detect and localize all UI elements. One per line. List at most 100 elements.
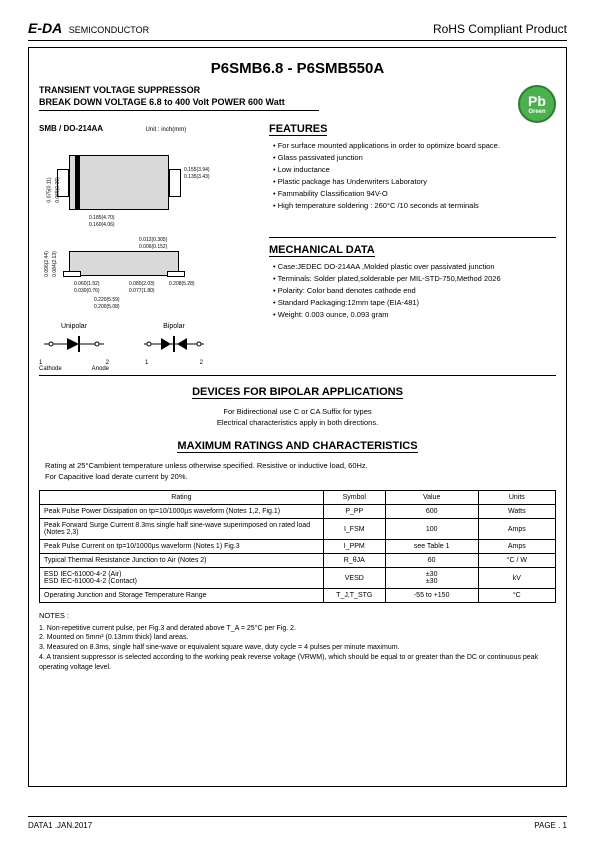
cell: Amps bbox=[478, 540, 555, 554]
content-box: P6SMB6.8 - P6SMB550A TRANSIENT VOLTAGE S… bbox=[28, 47, 567, 787]
unit-label: Unit : inch(mm) bbox=[146, 127, 187, 133]
cell: VESD bbox=[323, 568, 385, 589]
subtitle2-row: BREAK DOWN VOLTAGE 6.8 to 400 Volt POWER… bbox=[39, 97, 319, 107]
max-section: MAXIMUM RATINGS AND CHARACTERISTICS bbox=[39, 440, 556, 457]
feature-item: For surface mounted applications in orde… bbox=[273, 140, 556, 152]
feature-item: Low inductance bbox=[273, 164, 556, 176]
cell: 60 bbox=[385, 554, 478, 568]
cell: I_PPM bbox=[323, 540, 385, 554]
table-row: Peak Pulse Power Dissipation on tp=10/10… bbox=[40, 505, 556, 519]
pin1b: 1 bbox=[145, 360, 148, 366]
dim-k: 0.060(1.52) bbox=[74, 281, 100, 287]
mech-list: Case:JEDEC DO-214AA ,Molded plastic over… bbox=[269, 261, 556, 321]
dim-b: 0.160(4.06) bbox=[89, 222, 115, 228]
pb-badge: Pb Green bbox=[518, 85, 556, 123]
cell: Amps bbox=[478, 519, 555, 540]
pin2b: 2 bbox=[200, 360, 203, 366]
mech-item: Weight: 0.003 ounce, 0.093 gram bbox=[273, 309, 556, 321]
dim-e: 0.155(3.94) bbox=[184, 167, 210, 173]
dim-g: 0.012(0.305) bbox=[139, 237, 167, 243]
th-rating: Rating bbox=[40, 491, 324, 505]
dim-m: 0.080(2.03) bbox=[129, 281, 155, 287]
mech-item: Polarity: Color band denotes cathode end bbox=[273, 285, 556, 297]
feature-item: Fammability Classification 94V-O bbox=[273, 188, 556, 200]
cell: ESD IEC-61000-4-2 (Air) ESD IEC-61000-4-… bbox=[40, 568, 324, 589]
note-item: 2. Mounted on 5mm² (0.13mm thick) land a… bbox=[39, 633, 556, 643]
cell: °C / W bbox=[478, 554, 555, 568]
dim-o: 0.208(5.28) bbox=[169, 281, 195, 287]
table-header-row: Rating Symbol Value Units bbox=[40, 491, 556, 505]
bipolar-section: DEVICES FOR BIPOLAR APPLICATIONS bbox=[39, 386, 556, 403]
subtitle2: BREAK DOWN VOLTAGE 6.8 to 400 Volt POWER… bbox=[39, 97, 285, 107]
bipolar-symbol: Bipolar 1 2 bbox=[139, 323, 209, 372]
cell: Peak Forward Surge Current 8.3ms single … bbox=[40, 519, 324, 540]
subtitle-block: TRANSIENT VOLTAGE SUPPRESSOR BREAK DOWN … bbox=[39, 85, 319, 117]
footer-right: PAGE . 1 bbox=[534, 821, 567, 830]
cell: kV bbox=[478, 568, 555, 589]
note-item: 1. Non-repetitive current pulse, per Fig… bbox=[39, 624, 556, 634]
dim-c: 0.075(0.11) bbox=[47, 177, 53, 202]
divider bbox=[39, 375, 556, 376]
cell: Peak Pulse Power Dissipation on tp=10/10… bbox=[40, 505, 324, 519]
header: E-DA SEMICONDUCTOR RoHS Compliant Produc… bbox=[28, 20, 567, 36]
bipolar-title: DEVICES FOR BIPOLAR APPLICATIONS bbox=[192, 386, 403, 399]
dim-a: 0.185(4.70) bbox=[89, 215, 115, 221]
cell: T_J,T_STG bbox=[323, 589, 385, 603]
divider bbox=[39, 110, 319, 111]
dim-f: 0.135(3.43) bbox=[184, 174, 210, 180]
mech-item: Terminals: Solder plated,solderable per … bbox=[273, 273, 556, 285]
divider bbox=[28, 40, 567, 41]
cell: °C bbox=[478, 589, 555, 603]
max-title: MAXIMUM RATINGS AND CHARACTERISTICS bbox=[177, 440, 417, 453]
dim-d: 0.065(0.09) bbox=[55, 177, 61, 203]
dim-h: 0.006(0.152) bbox=[139, 244, 167, 250]
cell: P_PP bbox=[323, 505, 385, 519]
pb-green: Green bbox=[528, 109, 545, 115]
mech-title: MECHANICAL DATA bbox=[269, 244, 375, 257]
dim-i: 0.096(2.44) bbox=[44, 251, 50, 277]
symbols-row: Unipolar 1 2 Cathode Anode bbox=[39, 323, 259, 372]
part-title: P6SMB6.8 - P6SMB550A bbox=[39, 60, 556, 77]
feature-item: High temperature soldering : 260°C /10 s… bbox=[273, 200, 556, 212]
cathode-label: Cathode bbox=[39, 366, 62, 372]
th-value: Value bbox=[385, 491, 478, 505]
feature-item: Plastic package has Underwriters Laborat… bbox=[273, 176, 556, 188]
cell: R_θJA bbox=[323, 554, 385, 568]
table-row: ESD IEC-61000-4-2 (Air) ESD IEC-61000-4-… bbox=[40, 568, 556, 589]
dim-l: 0.030(0.76) bbox=[74, 288, 100, 294]
note-item: 3. Measured on 8.3ms, single half sine-w… bbox=[39, 643, 556, 653]
notes-block: NOTES : 1. Non-repetitive current pulse,… bbox=[39, 611, 556, 672]
cell: 100 bbox=[385, 519, 478, 540]
cell: 600 bbox=[385, 505, 478, 519]
unipolar-label: Unipolar bbox=[39, 323, 109, 330]
divider bbox=[269, 237, 556, 238]
features-title: FEATURES bbox=[269, 123, 327, 136]
diode-bipolar-icon bbox=[139, 330, 209, 358]
pkg-label-row: SMB / DO-214AA Unit : inch(mm) bbox=[39, 123, 259, 133]
left-col: SMB / DO-214AA Unit : inch(mm) 0.155(3.9… bbox=[39, 123, 259, 372]
th-units: Units bbox=[478, 491, 555, 505]
dim-n: 0.077(1.80) bbox=[129, 288, 155, 294]
note-item: 4. A transient suppressor is selected ac… bbox=[39, 653, 556, 673]
table-row: Peak Forward Surge Current 8.3ms single … bbox=[40, 519, 556, 540]
brand-block: E-DA SEMICONDUCTOR bbox=[28, 20, 149, 36]
max-note1: Rating at 25°Cambient temperature unless… bbox=[45, 461, 556, 472]
dim-p: 0.220(5.59) bbox=[94, 297, 120, 303]
max-note2: For Capacitive load derate current by 20… bbox=[45, 472, 556, 483]
two-col: SMB / DO-214AA Unit : inch(mm) 0.155(3.9… bbox=[39, 123, 556, 372]
feature-item: Glass passivated junction bbox=[273, 152, 556, 164]
anode-label: Anode bbox=[92, 366, 109, 372]
package-side-view: 0.012(0.305) 0.006(0.152) 0.096(2.44) 0.… bbox=[39, 233, 259, 313]
bipolar-note2: Electrical characteristics apply in both… bbox=[39, 418, 556, 429]
pb-text: Pb bbox=[528, 93, 546, 109]
dim-j: 0.084(2.13) bbox=[52, 251, 58, 277]
brand: E-DA bbox=[28, 20, 62, 36]
cell: see Table 1 bbox=[385, 540, 478, 554]
cell: -55 to +150 bbox=[385, 589, 478, 603]
ratings-table: Rating Symbol Value Units Peak Pulse Pow… bbox=[39, 490, 556, 603]
table-row: Peak Pulse Current on tp=10/1000µs wavef… bbox=[40, 540, 556, 554]
pkg-label: SMB / DO-214AA bbox=[39, 124, 103, 133]
cell: Typical Thermal Resistance Junction to A… bbox=[40, 554, 324, 568]
features-list: For surface mounted applications in orde… bbox=[269, 140, 556, 212]
package-top-view: 0.155(3.94) 0.135(3.43) 0.185(4.70) 0.16… bbox=[39, 137, 259, 227]
